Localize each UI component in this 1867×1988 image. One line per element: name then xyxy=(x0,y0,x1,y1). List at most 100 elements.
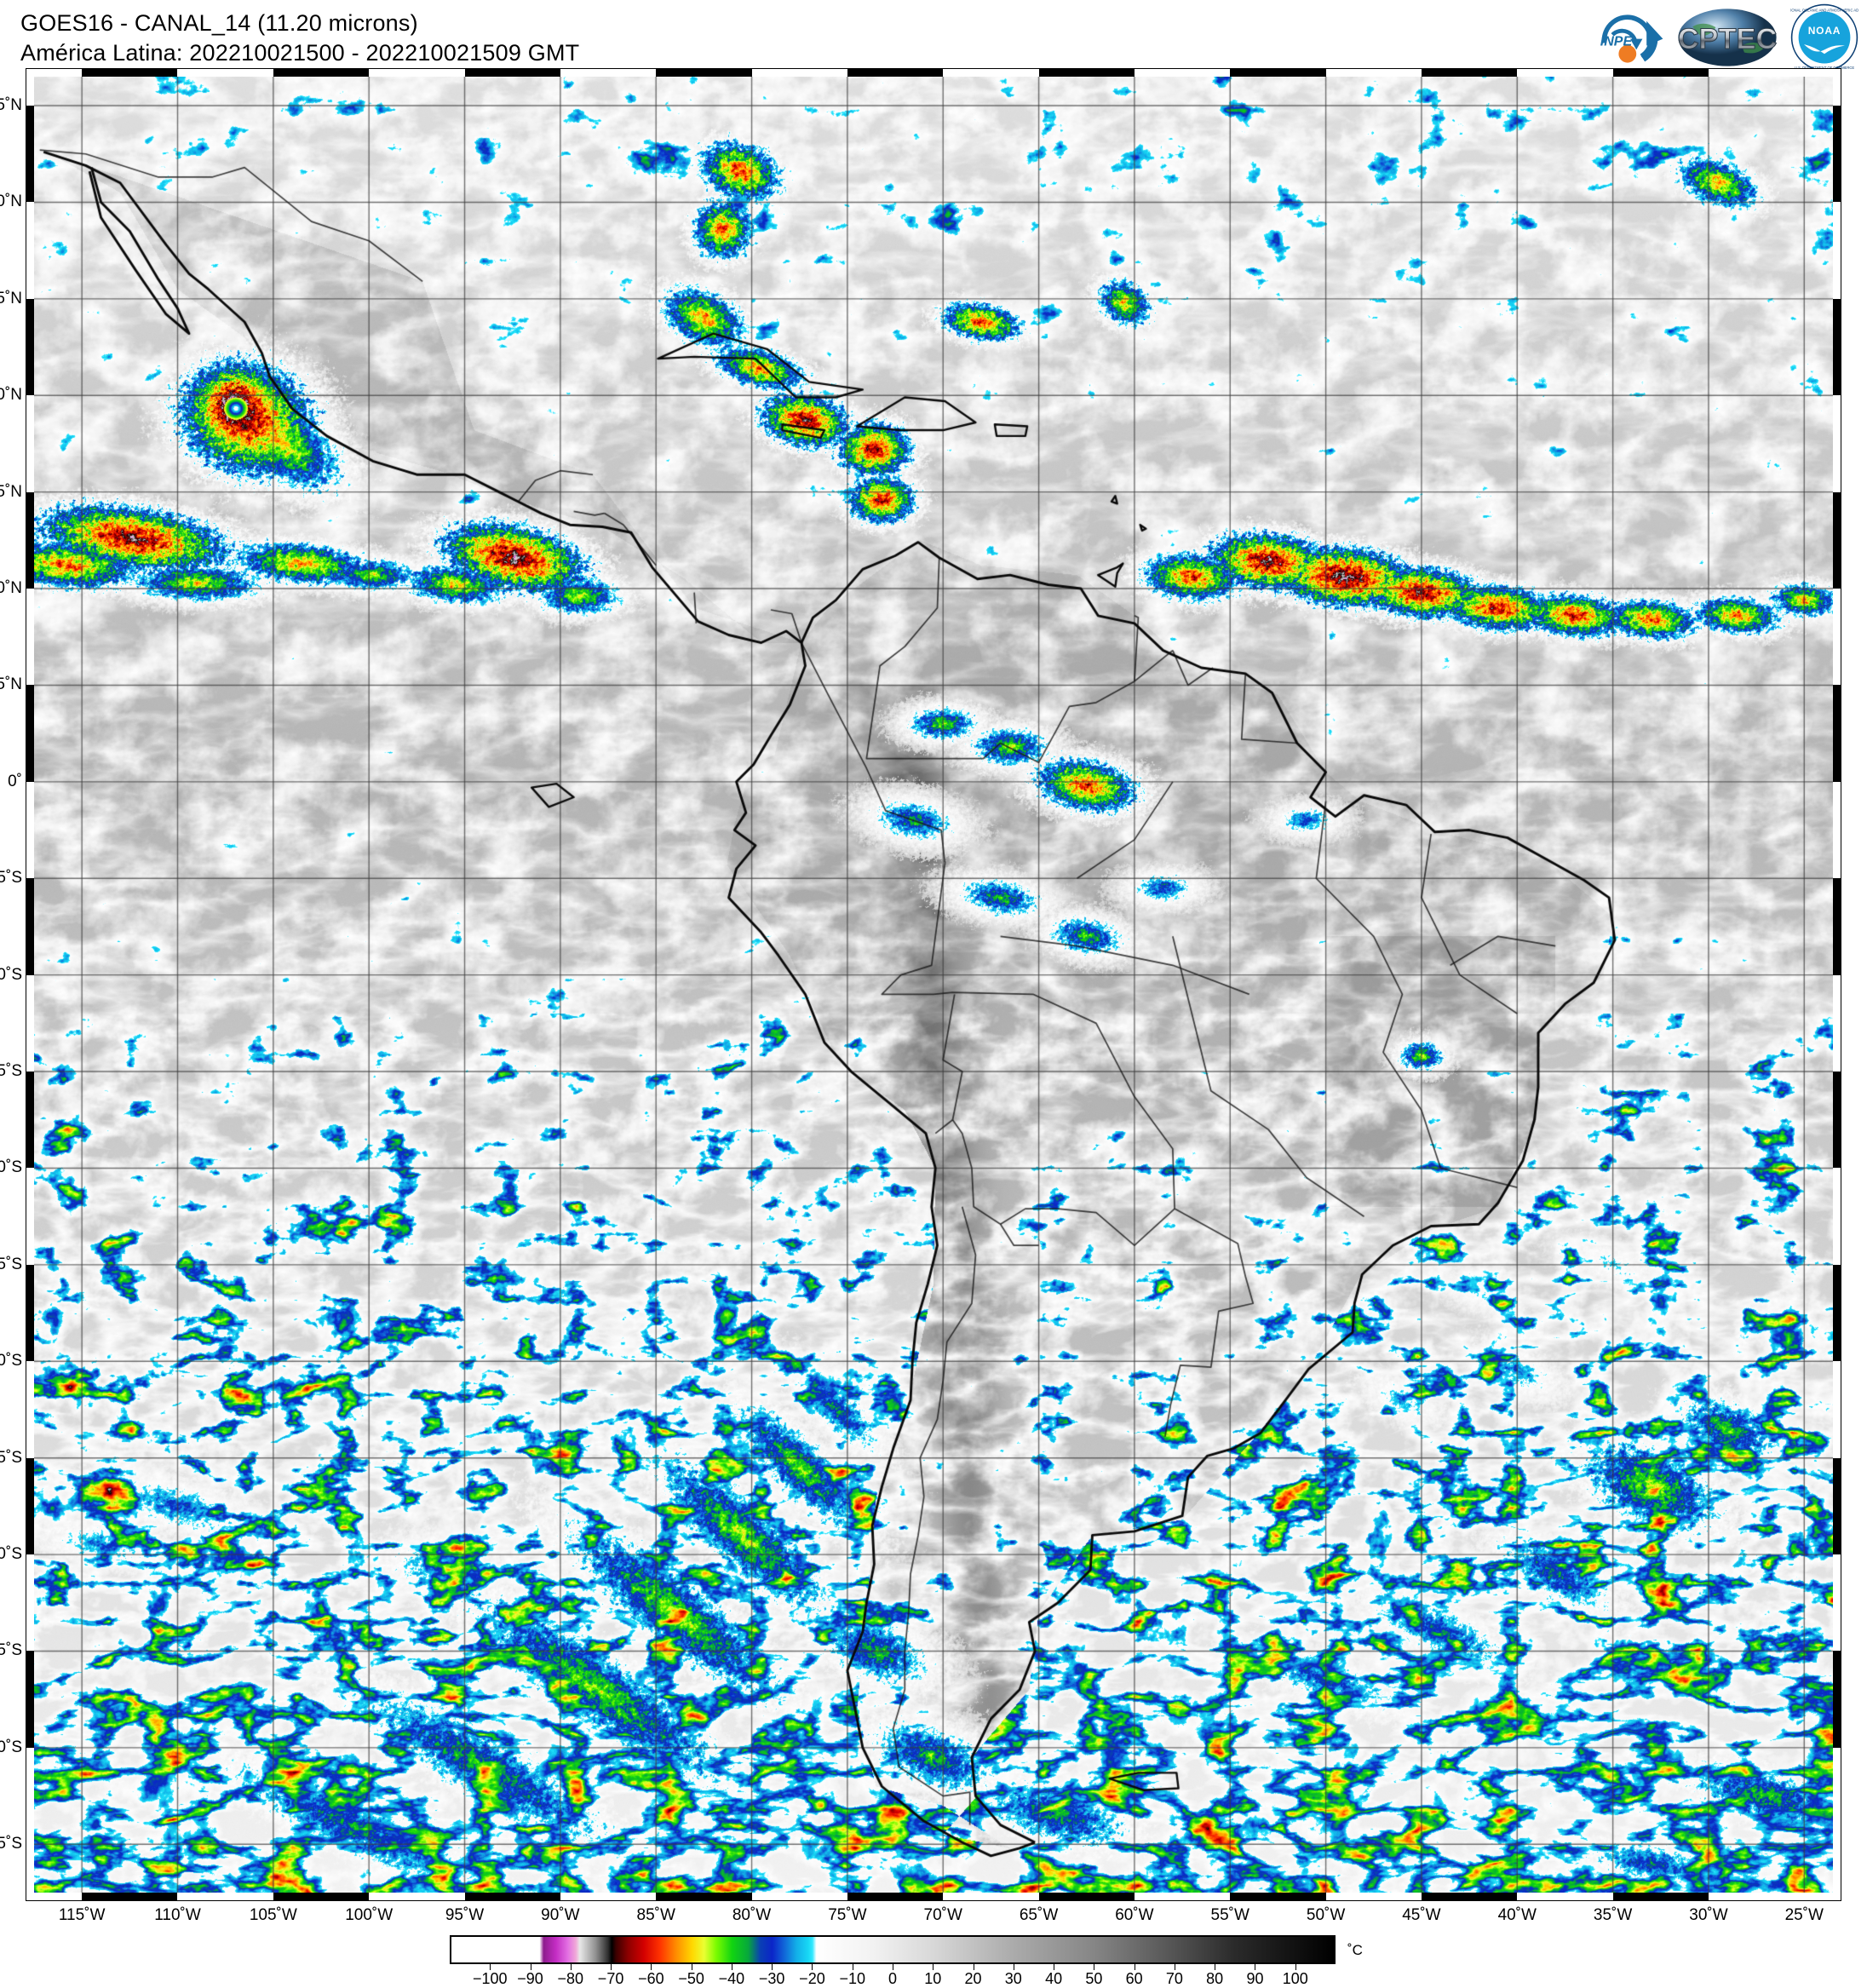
lat-tick-key xyxy=(26,1457,34,1555)
lon-label: 85˚W xyxy=(636,1906,675,1924)
lon-tick-key xyxy=(1230,68,1326,77)
lat-tick-key xyxy=(1833,1457,1841,1555)
colorbar-tick-label: 80 xyxy=(1206,1970,1224,1987)
lon-label: 45˚W xyxy=(1402,1906,1441,1924)
lat-tick-key xyxy=(26,491,34,589)
colorbar-tick-label: −50 xyxy=(678,1970,704,1987)
lon-label: 75˚W xyxy=(828,1906,867,1924)
map-border-right xyxy=(1833,68,1841,1901)
lon-label: 90˚W xyxy=(541,1906,580,1924)
lon-label: 30˚W xyxy=(1689,1906,1728,1924)
colorbar-tick-label: −20 xyxy=(799,1970,825,1987)
region-time-line: América Latina: 202210021500 - 202210021… xyxy=(20,40,580,66)
lat-label: 55˚S xyxy=(0,1835,22,1853)
lat-label: 50˚S xyxy=(0,1738,22,1756)
lon-label: 115˚W xyxy=(58,1906,106,1924)
lat-tick-key xyxy=(26,878,34,975)
lat-tick-key xyxy=(1833,106,1841,203)
colorbar xyxy=(450,1935,1336,1964)
lat-tick-key xyxy=(26,1072,34,1169)
lon-label: 55˚W xyxy=(1210,1906,1249,1924)
lat-tick-key xyxy=(26,685,34,782)
lat-label: 35˚N xyxy=(0,96,22,115)
colorbar-tick xyxy=(651,1964,652,1970)
colorbar-tick-label: −70 xyxy=(597,1970,624,1987)
lon-label: 65˚W xyxy=(1019,1906,1059,1924)
lon-tick-key xyxy=(82,68,178,77)
colorbar-tick-label: −90 xyxy=(517,1970,543,1987)
colorbar-tick-label: −40 xyxy=(718,1970,745,1987)
lat-label: 0˚ xyxy=(8,772,22,790)
colorbar-tick-label: 90 xyxy=(1246,1970,1264,1987)
colorbar-tick-label: 40 xyxy=(1045,1970,1063,1987)
lon-label: 35˚W xyxy=(1593,1906,1633,1924)
lat-label: 15˚S xyxy=(0,1062,22,1081)
svg-text:NOAA: NOAA xyxy=(1808,25,1841,37)
lat-label: 10˚N xyxy=(0,579,22,598)
lat-tick-key xyxy=(26,106,34,203)
lat-label: 25˚N xyxy=(0,289,22,307)
colorbar-tick-label: 60 xyxy=(1125,1970,1143,1987)
lon-label: 25˚W xyxy=(1784,1906,1824,1924)
lat-label: 10˚S xyxy=(0,965,22,984)
lat-tick-key xyxy=(1833,1651,1841,1748)
lat-label: 20˚N xyxy=(0,386,22,405)
lat-label: 30˚N xyxy=(0,192,22,211)
lon-label: 105˚W xyxy=(249,1906,297,1924)
lat-label: 20˚S xyxy=(0,1158,22,1177)
svg-text:NATIONAL OCEANIC AND ATMOSPHER: NATIONAL OCEANIC AND ATMOSPHERIC ADMIN xyxy=(1790,9,1858,13)
lon-tick-key xyxy=(1230,1893,1326,1901)
title-block: GOES16 - CANAL_14 (11.20 microns) Améric… xyxy=(20,9,579,68)
colorbar-tick-label: −10 xyxy=(839,1970,865,1987)
colorbar-tick xyxy=(772,1964,773,1970)
colorbar-tick-label: 50 xyxy=(1085,1970,1103,1987)
lon-label: 95˚W xyxy=(445,1906,485,1924)
lat-tick-key xyxy=(1833,298,1841,396)
colorbar-tick-label: 70 xyxy=(1165,1970,1183,1987)
colorbar-unit-label: ˚C xyxy=(1347,1942,1363,1958)
satellite-image-canvas[interactable] xyxy=(34,77,1833,1893)
lon-tick-key xyxy=(1612,68,1709,77)
lat-label: 45˚S xyxy=(0,1641,22,1660)
colorbar-tick xyxy=(812,1964,813,1970)
logo-strip: INPE CPTEC xyxy=(1589,2,1858,73)
lon-tick-key xyxy=(464,68,560,77)
colorbar-tick-label: 0 xyxy=(888,1970,898,1987)
lon-tick-key xyxy=(656,68,752,77)
lon-label: 100˚W xyxy=(345,1906,394,1924)
svg-text:CPTEC: CPTEC xyxy=(1678,23,1778,55)
lat-label: 25˚S xyxy=(0,1255,22,1273)
satellite-map[interactable] xyxy=(26,68,1841,1901)
lat-tick-key xyxy=(1833,1072,1841,1169)
map-border-left xyxy=(26,68,34,1901)
colorbar-tick xyxy=(611,1964,612,1970)
lat-label: 30˚S xyxy=(0,1352,22,1370)
lon-label: 40˚W xyxy=(1497,1906,1537,1924)
lon-tick-key xyxy=(273,68,370,77)
lat-tick-key xyxy=(1833,491,1841,589)
colorbar-tick xyxy=(570,1964,572,1970)
colorbar-tick-label: −80 xyxy=(557,1970,584,1987)
cptec-logo: CPTEC xyxy=(1677,9,1778,66)
lat-label: 15˚N xyxy=(0,482,22,501)
colorbar-tick xyxy=(1295,1964,1296,1970)
svg-text:U.S. DEPARTMENT OF COMMERCE: U.S. DEPARTMENT OF COMMERCE xyxy=(1795,66,1854,70)
lon-tick-key xyxy=(1421,68,1518,77)
colorbar-tick xyxy=(490,1964,491,1970)
lon-label: 60˚W xyxy=(1115,1906,1154,1924)
colorbar-tick-label: 100 xyxy=(1282,1970,1308,1987)
lon-label: 110˚W xyxy=(154,1906,201,1924)
colorbar-tick-label: 30 xyxy=(1004,1970,1022,1987)
inpe-logo: INPE xyxy=(1600,14,1663,63)
colorbar-tick-label: −60 xyxy=(638,1970,664,1987)
colorbar-tick-label: −30 xyxy=(758,1970,785,1987)
lon-tick-key xyxy=(1038,1893,1135,1901)
lat-label: 40˚S xyxy=(0,1545,22,1564)
svg-text:INPE: INPE xyxy=(1600,35,1634,49)
lon-tick-key xyxy=(847,1893,944,1901)
colorbar-tick xyxy=(933,1964,934,1970)
lat-tick-key xyxy=(1833,685,1841,782)
lon-tick-key xyxy=(847,68,944,77)
header: GOES16 - CANAL_14 (11.20 microns) Améric… xyxy=(0,0,1867,75)
lon-tick-key xyxy=(273,1893,370,1901)
